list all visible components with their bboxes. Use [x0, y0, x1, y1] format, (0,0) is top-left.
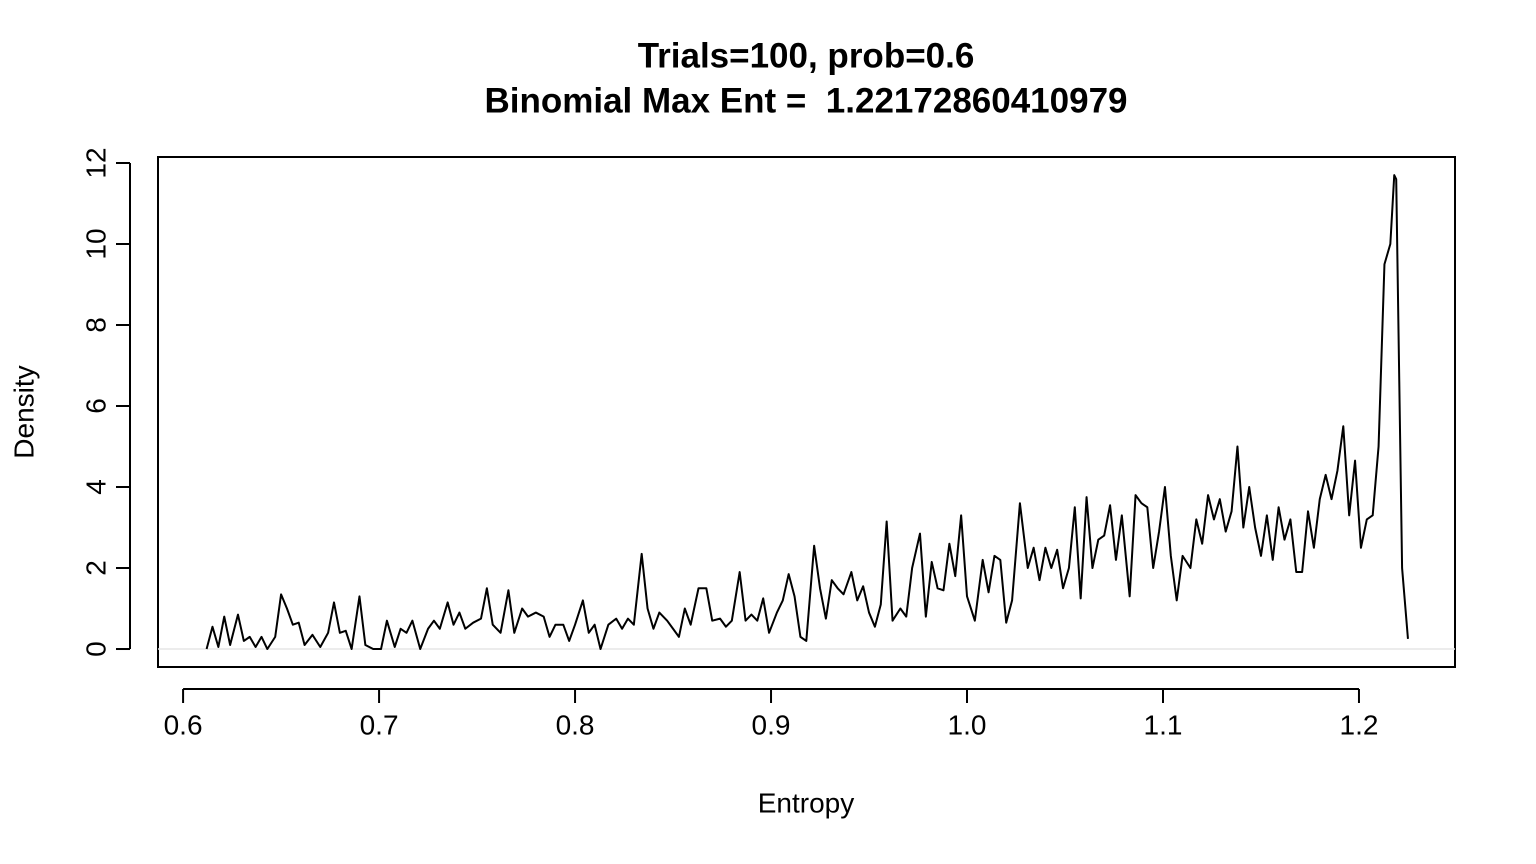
- x-tick-label: 0.9: [752, 709, 791, 740]
- x-tick-label: 1.0: [948, 709, 987, 740]
- y-tick-label: 8: [80, 317, 111, 333]
- x-tick-label: 1.1: [1144, 709, 1183, 740]
- plot-frame: [157, 156, 1456, 668]
- y-tick-label: 10: [80, 228, 111, 259]
- y-tick-label: 0: [80, 641, 111, 657]
- y-tick-label: 4: [80, 479, 111, 495]
- x-tick-label: 0.6: [164, 709, 203, 740]
- x-tick-label: 1.2: [1340, 709, 1379, 740]
- y-tick-label: 6: [80, 398, 111, 414]
- y-tick-label: 2: [80, 560, 111, 576]
- y-tick-label: 12: [80, 147, 111, 178]
- density-line: [205, 174, 1409, 651]
- y-axis-label: Density: [8, 365, 39, 458]
- x-tick-label: 0.7: [360, 709, 399, 740]
- x-axis-label: Entropy: [758, 787, 855, 818]
- chart-subtitle: Binomial Max Ent = 1.22172860410979: [484, 81, 1127, 120]
- x-tick-label: 0.8: [556, 709, 595, 740]
- chart-title: Trials=100, prob=0.6: [638, 36, 975, 75]
